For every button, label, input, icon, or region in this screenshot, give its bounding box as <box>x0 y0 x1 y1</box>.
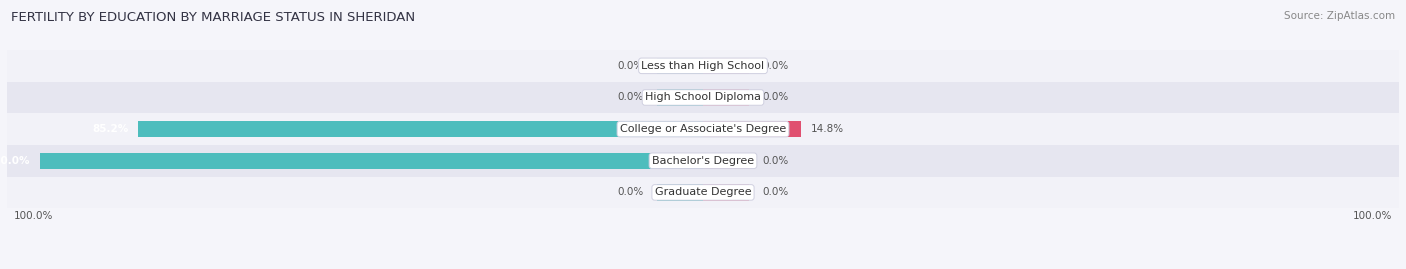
Text: 0.0%: 0.0% <box>762 156 789 166</box>
Text: College or Associate's Degree: College or Associate's Degree <box>620 124 786 134</box>
Text: 0.0%: 0.0% <box>762 187 789 197</box>
Text: Bachelor's Degree: Bachelor's Degree <box>652 156 754 166</box>
Text: Less than High School: Less than High School <box>641 61 765 71</box>
Text: FERTILITY BY EDUCATION BY MARRIAGE STATUS IN SHERIDAN: FERTILITY BY EDUCATION BY MARRIAGE STATU… <box>11 11 415 24</box>
Bar <box>657 89 703 106</box>
Bar <box>7 50 1399 82</box>
Bar <box>703 121 801 137</box>
Bar <box>703 58 749 74</box>
Bar <box>138 121 703 137</box>
Text: 0.0%: 0.0% <box>762 61 789 71</box>
Text: 14.8%: 14.8% <box>811 124 844 134</box>
Text: 100.0%: 100.0% <box>0 156 30 166</box>
Text: Source: ZipAtlas.com: Source: ZipAtlas.com <box>1284 11 1395 21</box>
Text: 0.0%: 0.0% <box>617 93 644 102</box>
Bar <box>703 184 749 201</box>
Text: Graduate Degree: Graduate Degree <box>655 187 751 197</box>
Text: High School Diploma: High School Diploma <box>645 93 761 102</box>
Bar <box>657 58 703 74</box>
Text: 100.0%: 100.0% <box>1353 211 1392 221</box>
Bar <box>7 82 1399 113</box>
Bar <box>657 184 703 201</box>
Text: 85.2%: 85.2% <box>91 124 128 134</box>
Text: 0.0%: 0.0% <box>617 187 644 197</box>
Text: 0.0%: 0.0% <box>762 93 789 102</box>
Text: 0.0%: 0.0% <box>617 61 644 71</box>
Bar <box>41 153 703 169</box>
Text: 100.0%: 100.0% <box>14 211 53 221</box>
Bar <box>7 176 1399 208</box>
Bar <box>703 153 749 169</box>
Bar <box>7 145 1399 176</box>
Bar <box>7 113 1399 145</box>
Bar <box>703 89 749 106</box>
